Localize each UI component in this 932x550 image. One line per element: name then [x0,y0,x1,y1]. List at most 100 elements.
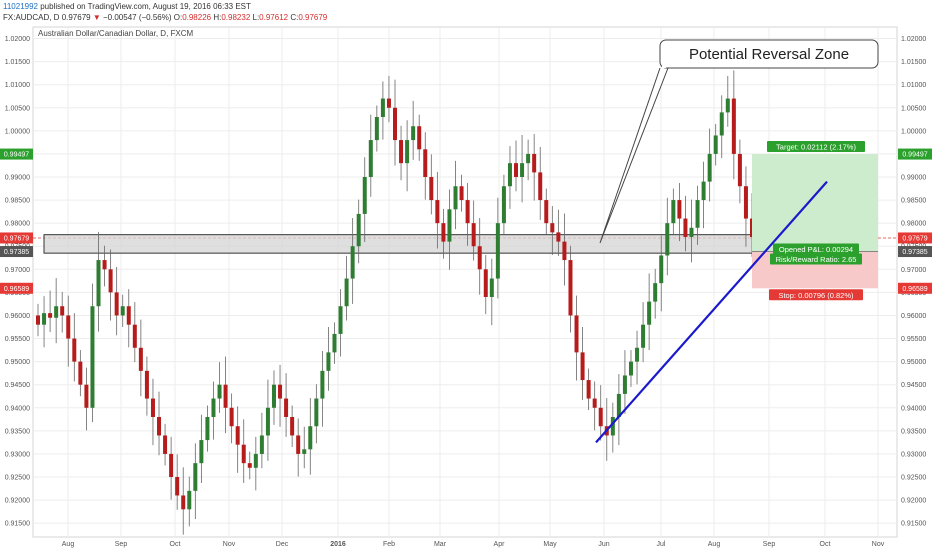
candle-body [90,306,95,408]
candle-body [84,384,89,408]
candle-body [278,384,283,399]
y-tick-label-right: 0.94000 [901,405,926,412]
candle-body [580,352,585,381]
candle-body [477,246,482,270]
high-label: H: [213,13,222,22]
candle-body [368,140,373,177]
y-tick-label-right: 0.97000 [901,267,926,274]
candle-body [150,398,155,417]
candle-body [78,361,83,385]
y-tick-label-right: 1.01500 [901,59,926,66]
candle-body [489,278,494,297]
candle-body [120,306,125,316]
x-axis[interactable]: Aug Sep Oct Nov Dec 2016 Feb Mar Apr May Jun Jul Aug… [62,541,885,548]
price-tag-right: 0.99497 [902,152,927,159]
symbol-label: FX:AUDCAD, D [3,13,60,22]
target-zone[interactable] [752,154,878,252]
candle-body [132,324,137,348]
stop-label-bg [769,289,863,301]
y-tick-label-left: 1.00000 [5,128,30,135]
reversal-zone[interactable] [43,234,757,254]
y-tick-label-left: 0.95500 [5,336,30,343]
trendline[interactable] [595,180,828,444]
candle-body [36,315,40,325]
price-tag-right: 0.97679 [902,235,927,242]
candle-body [683,218,688,237]
candle-body [326,352,331,371]
y-tick-label-right: 0.91500 [901,521,926,528]
price-tag-right-bg [898,232,932,244]
price-tag-left: 0.96589 [4,286,29,293]
candle-body [616,393,621,417]
y-tick-label-left: 1.02000 [5,36,30,43]
candle-body [483,269,488,297]
y-tick-label-right: 0.92500 [901,475,926,482]
zone-rect[interactable] [43,234,757,254]
candle-body [138,347,143,371]
candle-body [175,477,180,496]
candle-body [725,98,730,113]
pnl-label-bg [773,243,859,255]
candle-body [314,398,319,427]
low-label: L: [252,13,260,22]
candle-body [211,398,216,417]
candle-body [441,223,446,242]
y-tick-label-left: 0.93500 [5,428,30,435]
x-tick-label: Aug [708,541,721,548]
candle-body [568,260,573,316]
y-tick-label-left: 1.01500 [5,59,30,66]
candle-body [296,435,301,454]
candle-body [205,417,210,441]
y-tick-label-right: 0.95500 [901,336,926,343]
chart-title: Australian Dollar/Canadian Dollar, D, FX… [38,29,194,38]
support-trendline[interactable] [595,180,828,444]
callout-box[interactable] [659,39,879,69]
candle-body [187,490,192,510]
candle-body [271,384,276,408]
y-tick-label-left: 0.92500 [5,475,30,482]
candle-body [284,398,289,417]
x-tick-label: Aug [62,541,75,548]
publish-line: 11021992 published on TradingView.com, A… [3,2,251,11]
callout-text: Potential Reversal Zone [689,46,849,63]
candle-body [647,301,652,325]
open-value: 0.98226 [182,13,212,22]
candle-body [217,384,222,399]
chart-id-link[interactable]: 11021992 [3,2,38,11]
change-value: −0.00547 (−0.56%) [103,13,172,22]
candle-body [320,370,325,399]
candle-body [223,384,228,408]
y-axis[interactable]: 1.02000 1.02000 1.01500 1.01500 1.01000 1.010… [0,36,932,528]
candle-body [659,255,664,284]
target-label: Target: 0.02112 (2.17%) [776,143,856,152]
close-value: 0.97679 [298,13,328,22]
candles [36,70,754,535]
candle-body [501,186,506,224]
y-tick-label-right: 0.99000 [901,175,926,182]
candle-body [447,209,452,242]
y-tick-label-left: 0.95000 [5,359,30,366]
x-tick-label: Dec [276,541,289,548]
candle-body [435,200,440,224]
x-tick-label: Oct [820,541,831,548]
candle-body [423,149,428,177]
x-tick-label: Sep [115,541,128,548]
candle-body [235,426,240,445]
candle-body [586,380,591,399]
candle-body [181,495,186,510]
price-tag-left-bg [0,148,33,160]
candle-body [163,435,168,454]
callout[interactable]: Potential Reversal Zone [599,39,879,244]
rr-label-bg [770,253,862,265]
open-label: O: [173,13,183,22]
published-text: published on TradingView.com, August 19,… [40,2,251,11]
candle-body [42,313,47,325]
candle-body [665,223,670,256]
candle-body [417,126,422,150]
y-tick-label-left: 0.91500 [5,521,30,528]
candle-body [350,246,355,279]
position-tool[interactable]: Target: 0.02112 (2.17%) Opened P&L: 0.002… [752,141,878,301]
candle-body [265,407,270,436]
candle-body [743,186,748,219]
